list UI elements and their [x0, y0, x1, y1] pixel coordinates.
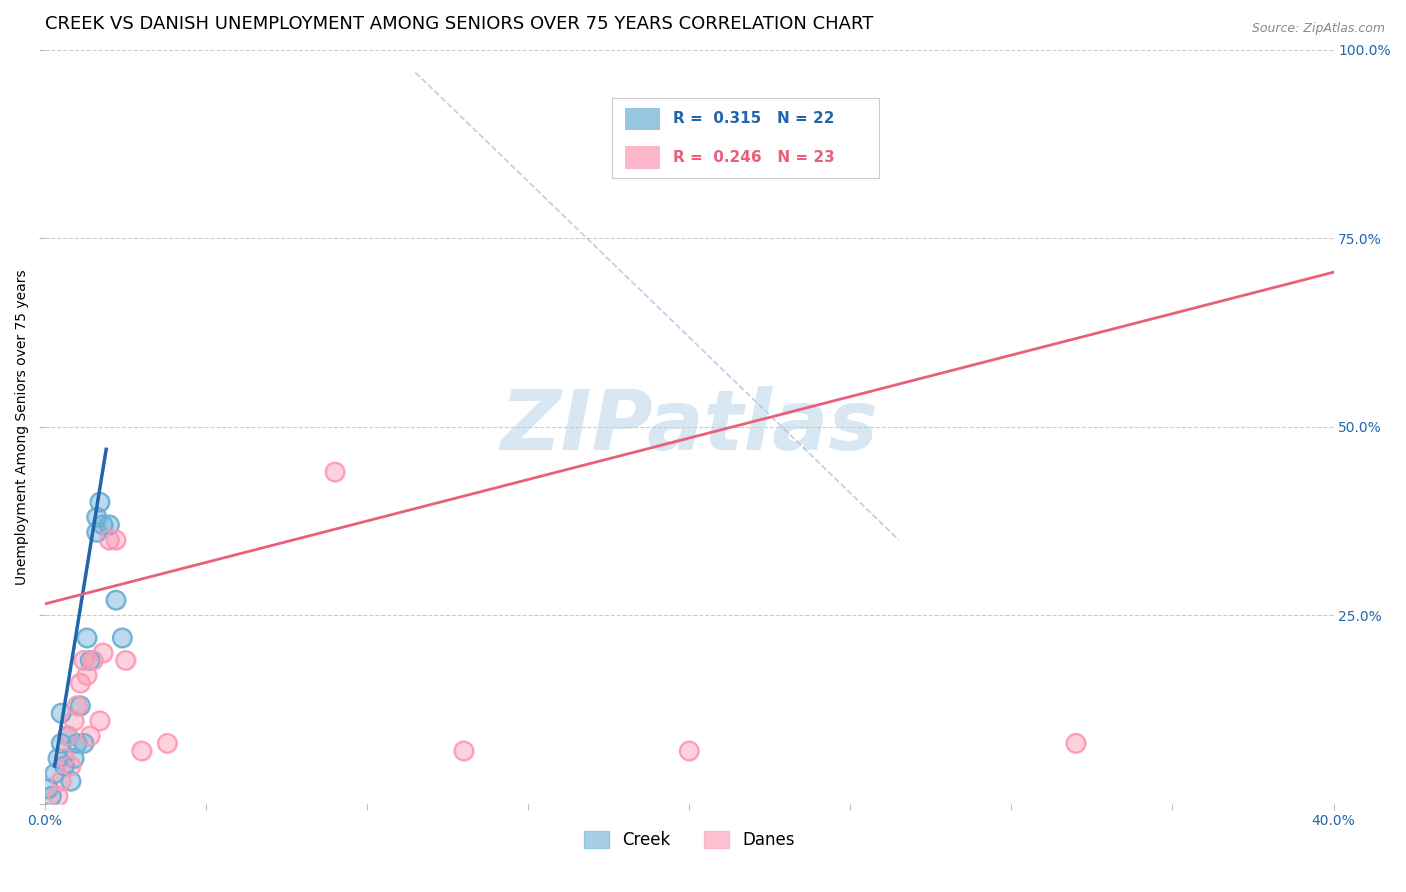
Point	[104, 593, 127, 607]
Point	[82, 653, 104, 667]
Point	[37, 781, 59, 796]
Point	[131, 744, 153, 758]
Point	[56, 729, 79, 743]
Point	[41, 789, 63, 803]
Point	[69, 698, 91, 713]
Point	[44, 766, 66, 780]
Point	[49, 706, 72, 721]
Point	[79, 729, 101, 743]
Point	[72, 736, 94, 750]
Y-axis label: Unemployment Among Seniors over 75 years: Unemployment Among Seniors over 75 years	[15, 268, 30, 584]
Point	[86, 510, 108, 524]
Point	[323, 465, 346, 479]
Point	[1064, 736, 1087, 750]
Point	[46, 789, 69, 803]
Point	[323, 465, 346, 479]
Point	[156, 736, 179, 750]
Point	[56, 729, 79, 743]
Point	[86, 525, 108, 540]
Point	[86, 525, 108, 540]
Legend: Creek, Danes: Creek, Danes	[578, 824, 801, 855]
Point	[46, 789, 69, 803]
Point	[69, 676, 91, 690]
Point	[453, 744, 475, 758]
Text: Source: ZipAtlas.com: Source: ZipAtlas.com	[1251, 22, 1385, 36]
Point	[98, 517, 121, 532]
Bar	[624, 146, 659, 169]
Text: CREEK VS DANISH UNEMPLOYMENT AMONG SENIORS OVER 75 YEARS CORRELATION CHART: CREEK VS DANISH UNEMPLOYMENT AMONG SENIO…	[45, 15, 873, 33]
Point	[44, 766, 66, 780]
Point	[91, 517, 114, 532]
Point	[89, 495, 111, 509]
Point	[76, 668, 98, 682]
Point	[46, 751, 69, 765]
Point	[49, 774, 72, 789]
Point	[111, 631, 134, 645]
Point	[49, 774, 72, 789]
Point	[89, 495, 111, 509]
Point	[104, 593, 127, 607]
Point	[72, 653, 94, 667]
Point	[63, 714, 86, 728]
Point	[91, 517, 114, 532]
Point	[453, 744, 475, 758]
Text: R =  0.246   N = 23: R = 0.246 N = 23	[673, 150, 835, 165]
Point	[98, 533, 121, 547]
Point	[79, 653, 101, 667]
Point	[91, 646, 114, 660]
Point	[56, 729, 79, 743]
Point	[114, 653, 136, 667]
Point	[89, 714, 111, 728]
Point	[46, 751, 69, 765]
Point	[63, 751, 86, 765]
Point	[66, 698, 89, 713]
Point	[49, 706, 72, 721]
Point	[53, 751, 76, 765]
Point	[69, 698, 91, 713]
Point	[114, 653, 136, 667]
Point	[59, 774, 82, 789]
Point	[66, 698, 89, 713]
Point	[79, 653, 101, 667]
Point	[79, 729, 101, 743]
Point	[37, 781, 59, 796]
Point	[86, 510, 108, 524]
Point	[49, 736, 72, 750]
Point	[76, 668, 98, 682]
Text: R =  0.315   N = 22: R = 0.315 N = 22	[673, 112, 835, 127]
Point	[98, 517, 121, 532]
Point	[72, 653, 94, 667]
Point	[63, 714, 86, 728]
Text: ZIPatlas: ZIPatlas	[501, 386, 879, 467]
Point	[69, 676, 91, 690]
Point	[98, 533, 121, 547]
Point	[53, 751, 76, 765]
Point	[53, 759, 76, 773]
Point	[89, 714, 111, 728]
Point	[104, 533, 127, 547]
Point	[56, 729, 79, 743]
Point	[104, 533, 127, 547]
Point	[156, 736, 179, 750]
Point	[111, 631, 134, 645]
Point	[678, 744, 700, 758]
Point	[1064, 736, 1087, 750]
Point	[72, 736, 94, 750]
Bar	[624, 108, 659, 130]
Point	[59, 759, 82, 773]
Point	[91, 646, 114, 660]
Point	[66, 736, 89, 750]
Point	[53, 759, 76, 773]
Point	[49, 736, 72, 750]
Point	[41, 789, 63, 803]
Point	[66, 736, 89, 750]
Point	[59, 774, 82, 789]
Point	[63, 751, 86, 765]
Point	[59, 759, 82, 773]
Point	[76, 631, 98, 645]
Point	[76, 631, 98, 645]
Point	[82, 653, 104, 667]
Point	[678, 744, 700, 758]
Point	[131, 744, 153, 758]
